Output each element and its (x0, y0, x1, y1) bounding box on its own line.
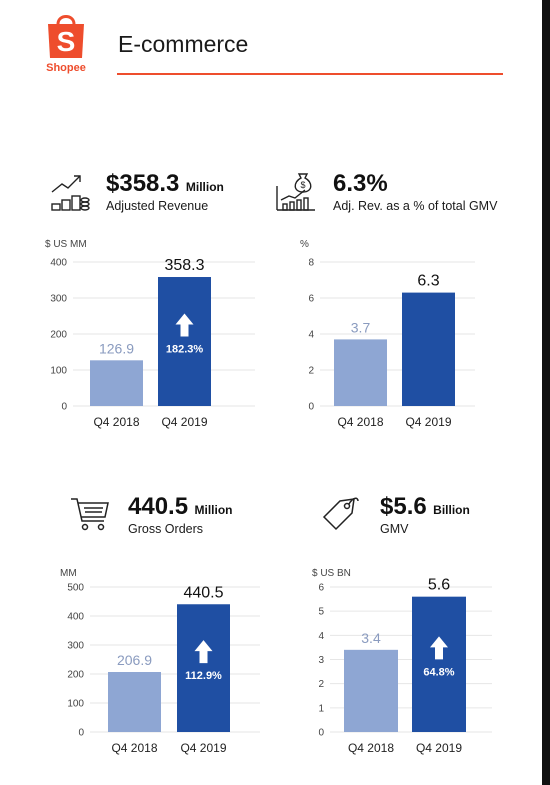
y-tick-label: 300 (67, 641, 84, 652)
money-bag-chart-icon: $ (276, 173, 315, 211)
growth-label: 112.9% (185, 670, 222, 682)
x-category-label: Q4 2019 (180, 741, 226, 755)
up-arrow-icon (194, 640, 213, 664)
unit-label: $ US BN (312, 568, 351, 579)
bar-q4-2018 (108, 671, 161, 732)
data-label: 206.9 (117, 652, 152, 668)
data-label: 6.3 (417, 273, 439, 290)
data-label: 3.4 (361, 630, 381, 646)
y-tick-label: 6 (308, 294, 314, 305)
data-label: 126.9 (99, 340, 134, 356)
right-edge-strip (542, 0, 550, 785)
up-arrow-icon (175, 313, 194, 337)
kpi-unit: Million (185, 180, 224, 194)
data-label: 358.3 (164, 257, 204, 274)
kpi-value: $5.6 (380, 493, 427, 520)
x-category-label: Q4 2018 (337, 415, 383, 429)
kpi-value: 440.5 (128, 493, 189, 520)
y-tick-label: 100 (50, 366, 67, 377)
y-tick-label: 4 (308, 330, 314, 341)
kpi-unit: Billion (433, 503, 470, 517)
x-category-label: Q4 2018 (93, 415, 139, 429)
bar-q4-2018 (344, 649, 398, 732)
bar-q4-2019 (177, 604, 230, 732)
y-tick-label: 4 (318, 631, 324, 642)
kpi-label: Adj. Rev. as a % of total GMV (333, 199, 498, 213)
growth-chart-coins-icon (51, 175, 90, 211)
x-category-label: Q4 2019 (161, 415, 207, 429)
brand-name: Shopee (46, 62, 86, 74)
shopping-cart-icon (71, 498, 109, 531)
x-category-label: Q4 2018 (111, 741, 157, 755)
y-tick-label: 400 (50, 258, 67, 269)
kpi-label: Gross Orders (128, 522, 204, 536)
svg-text:S: S (57, 26, 76, 57)
unit-label: % (300, 239, 309, 250)
y-tick-label: 200 (67, 670, 84, 681)
y-tick-label: 6 (318, 583, 324, 594)
y-tick-label: 1 (318, 703, 324, 714)
growth-label: 64.8% (423, 666, 454, 678)
y-tick-label: 8 (308, 258, 314, 269)
y-tick-label: 300 (50, 294, 67, 305)
data-label: 5.6 (428, 577, 450, 594)
y-tick-label: 3 (318, 655, 324, 666)
y-tick-label: 200 (50, 330, 67, 341)
x-category-label: Q4 2019 (416, 741, 462, 755)
bar-q4-2018 (90, 360, 143, 406)
y-tick-label: 2 (308, 366, 314, 377)
kpi-value: $358.3 (106, 170, 180, 197)
y-tick-label: 5 (318, 607, 324, 618)
y-tick-label: 0 (318, 728, 324, 739)
kpi-label: Adjusted Revenue (106, 199, 209, 213)
chart-adj-rev-pct-gmv: % 0 2 4 6 8 3.7 Q4 2018 6.3 Q4 2019 (300, 239, 475, 429)
price-tag-icon (322, 497, 359, 531)
y-tick-label: 0 (308, 402, 314, 413)
chart-adjusted-revenue: $ US MM 0 100 200 300 400 126.9 Q4 2018 358.3 Q4 … (45, 239, 255, 429)
y-tick-label: 500 (67, 583, 84, 594)
up-arrow-icon (430, 636, 448, 660)
y-tick-label: 0 (61, 402, 67, 413)
growth-label: 182.3% (166, 344, 204, 356)
kpi-value: 6.3% (333, 170, 388, 197)
bar-q4-2019 (412, 596, 466, 732)
shopee-logo: S Shopee (40, 10, 92, 80)
bar-q4-2019 (402, 292, 455, 406)
svg-text:$: $ (300, 180, 305, 190)
shopping-bag-icon: S (48, 15, 84, 58)
unit-label: MM (60, 568, 77, 579)
data-label: 440.5 (183, 584, 223, 601)
kpi-unit: Million (194, 503, 233, 517)
title-divider (117, 73, 503, 75)
y-tick-label: 400 (67, 612, 84, 623)
y-tick-label: 0 (78, 728, 84, 739)
bar-q4-2019 (158, 277, 211, 406)
data-label: 3.7 (351, 319, 371, 335)
chart-gmv: $ US BN 0 1 2 3 4 5 6 3.4 Q4 2018 5.6 Q4 2019 64.8% (312, 568, 492, 755)
x-category-label: Q4 2018 (348, 741, 394, 755)
kpi-label: GMV (380, 522, 409, 536)
unit-label: $ US MM (45, 239, 87, 250)
bar-q4-2018 (334, 339, 387, 406)
y-tick-label: 100 (67, 699, 84, 710)
chart-gross-orders: MM 0 100 200 300 400 500 206.9 Q4 2018 440.5 Q4 20… (60, 568, 260, 755)
page-title: E-commerce (118, 31, 249, 57)
x-category-label: Q4 2019 (405, 415, 451, 429)
y-tick-label: 2 (318, 679, 324, 690)
